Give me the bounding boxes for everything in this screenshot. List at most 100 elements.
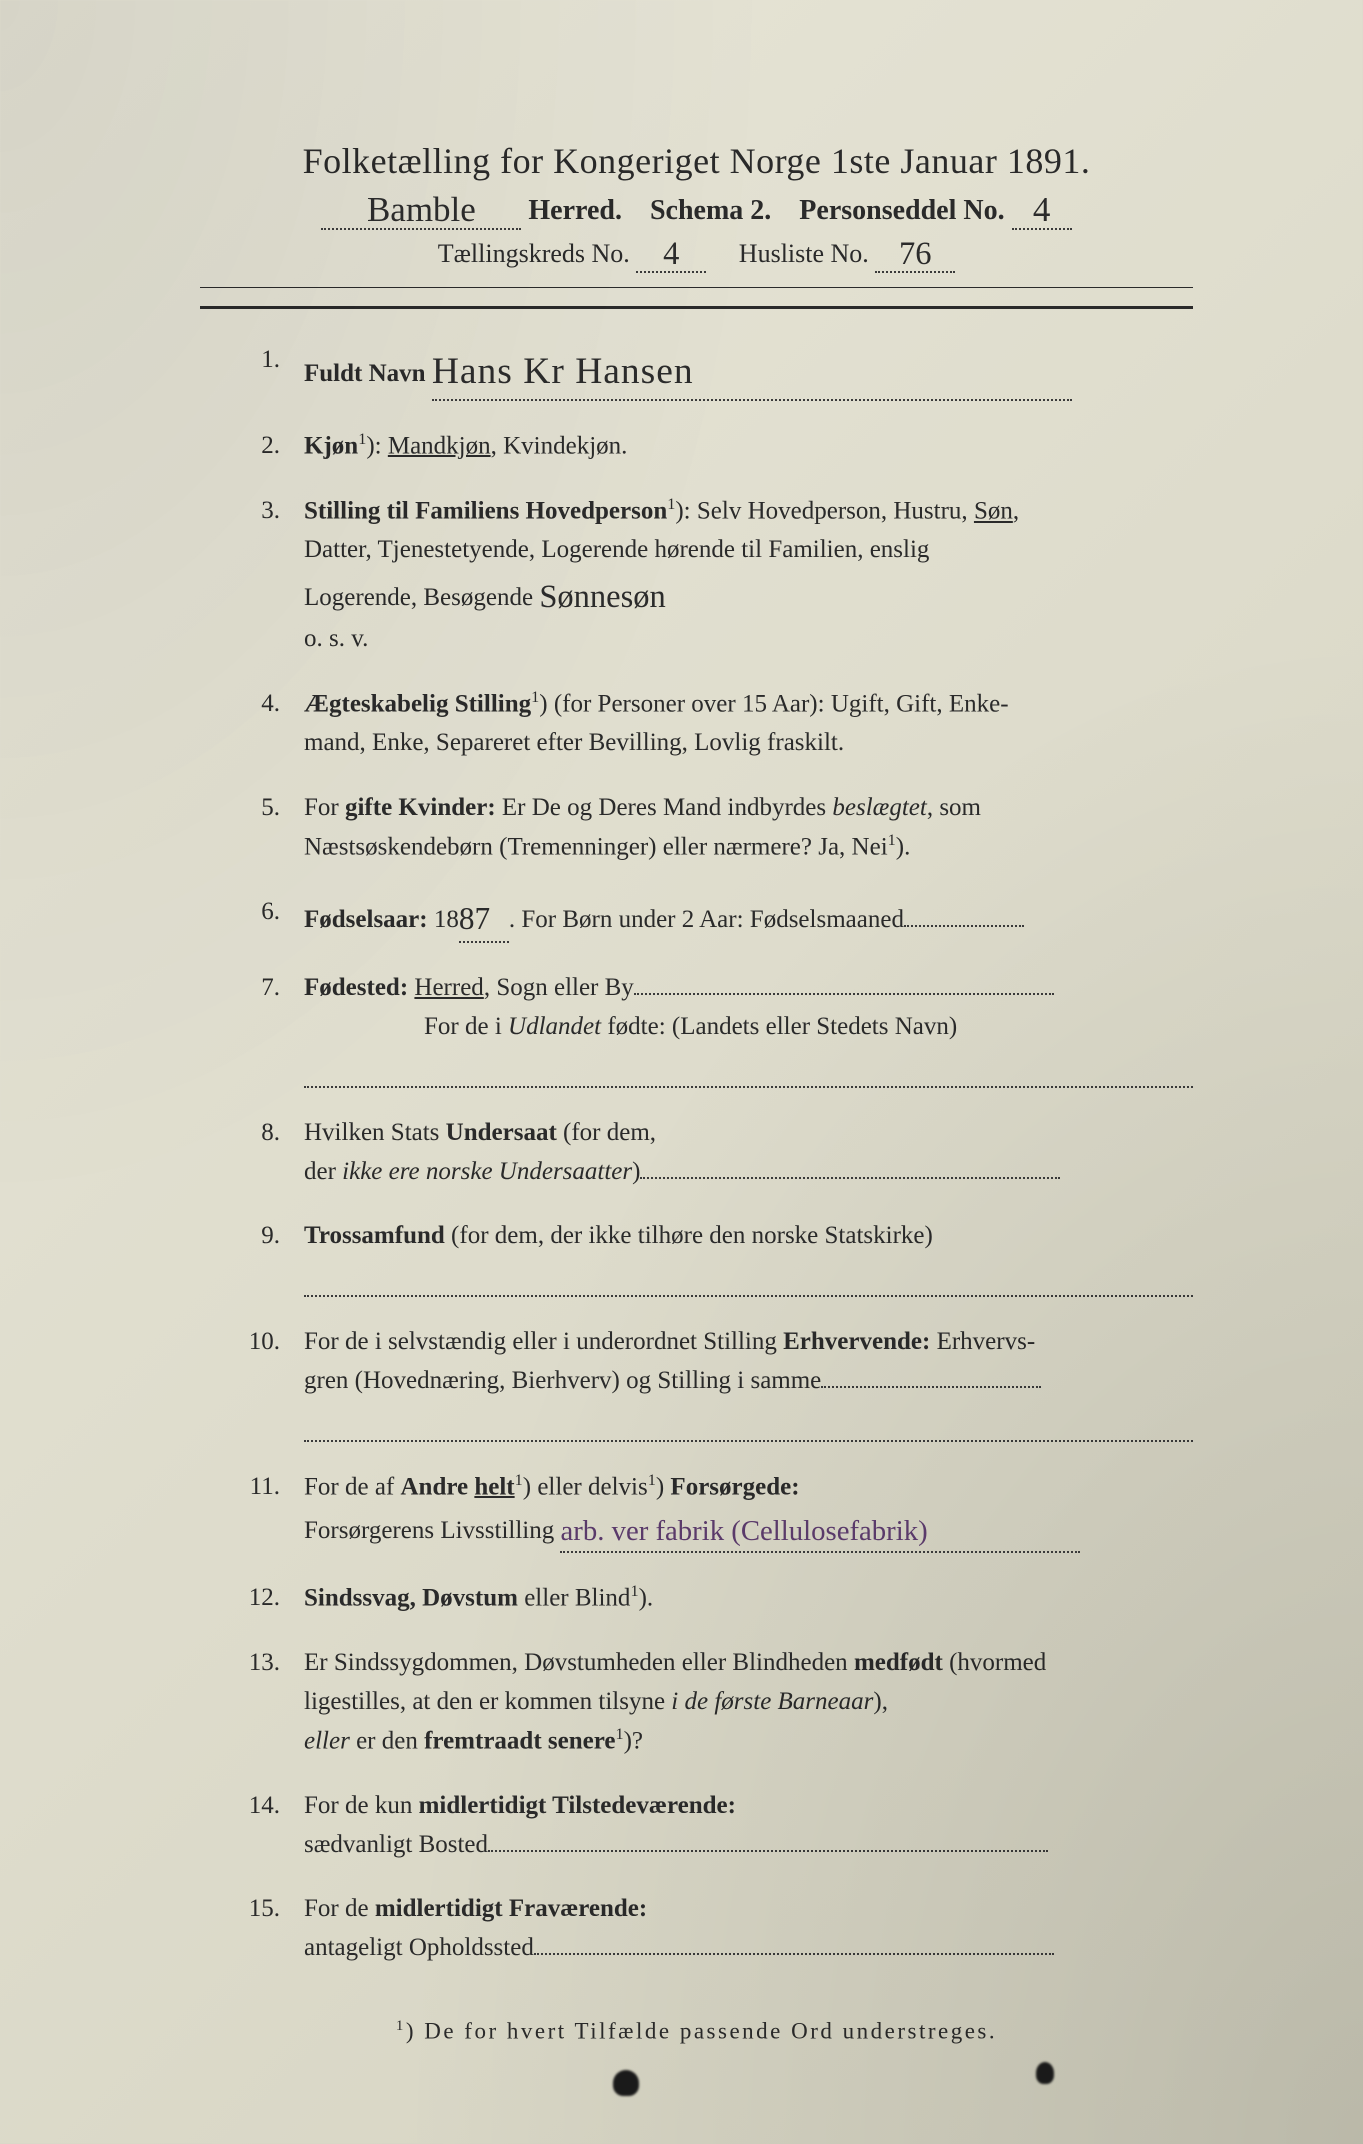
text: er den — [350, 1727, 424, 1754]
name-field: Hans Kr Hansen — [432, 341, 1072, 401]
item-body: For de kun midlertidigt Tilstedeværende:… — [304, 1787, 1193, 1865]
item-body: Hvilken Stats Undersaat (for dem, der ik… — [304, 1114, 1193, 1192]
dotted-line — [821, 1386, 1041, 1388]
field-label: Fuldt Navn — [304, 360, 426, 387]
text: For de — [304, 1895, 375, 1922]
husliste-value: 76 — [899, 236, 932, 272]
text: der — [304, 1158, 342, 1185]
text: ). — [896, 833, 911, 860]
text: ) — [656, 1473, 671, 1500]
page-title: Folketælling for Kongeriget Norge 1ste J… — [160, 140, 1233, 182]
field-label: midlertidigt Tilstedeværende: — [419, 1792, 736, 1819]
item-6: 6. Fødselsaar: 1887. For Børn under 2 Aa… — [220, 893, 1193, 943]
text: ). — [639, 1584, 654, 1611]
italic-text: i de første Barneaar — [671, 1688, 873, 1715]
item-body: Ægteskabelig Stilling1) (for Personer ov… — [304, 685, 1193, 763]
field-label: Trossamfund — [304, 1222, 445, 1249]
item-body: Stilling til Familiens Hovedperson1): Se… — [304, 492, 1193, 659]
item-body: Trossamfund (for dem, der ikke tilhøre d… — [304, 1217, 1193, 1297]
item-body: Sindssvag, Døvstum eller Blind1). — [304, 1579, 1193, 1618]
text: Forsørgerens Livsstilling — [304, 1517, 554, 1544]
item-1: 1. Fuldt Navn Hans Kr Hansen — [220, 341, 1193, 401]
dotted-line — [634, 993, 1054, 995]
item-number: 2. — [220, 427, 304, 466]
field-label: gifte Kvinder: — [345, 794, 496, 821]
personseddel-field: 4 — [1012, 188, 1072, 230]
year-field: 87 — [459, 893, 509, 943]
item-body: For gifte Kvinder: Er De og Deres Mand i… — [304, 789, 1193, 867]
text: (for dem, der ikke tilhøre den norske St… — [445, 1222, 933, 1249]
text: . For Børn under 2 Aar: Fødselsmaaned — [509, 906, 904, 933]
item-12: 12. Sindssvag, Døvstum eller Blind1). — [220, 1579, 1193, 1618]
italic-text: eller — [304, 1727, 350, 1754]
item-number: 9. — [220, 1217, 304, 1256]
field-label: midlertidigt Fraværende: — [375, 1895, 647, 1922]
text: , som — [927, 794, 981, 821]
dotted-line — [304, 1405, 1193, 1442]
footnote: 1) De for hvert Tilfælde passende Ord un… — [160, 2018, 1233, 2045]
item-2: 2. Kjøn1): Mandkjøn, Kvindekjøn. — [220, 427, 1193, 466]
selected-option: Herred — [414, 974, 483, 1001]
text: ligestilles, at den er kommen tilsyne — [304, 1688, 671, 1715]
item-body: Kjøn1): Mandkjøn, Kvindekjøn. — [304, 427, 1193, 466]
text: For de i selvstændig eller i underordnet… — [304, 1328, 783, 1355]
dotted-line — [904, 925, 1024, 927]
item-number: 13. — [220, 1644, 304, 1683]
text: antageligt Opholdssted — [304, 1934, 534, 1961]
divider — [200, 287, 1193, 288]
field-label: Sindssvag, Døvstum — [304, 1584, 518, 1611]
footnote-ref: 1 — [648, 1471, 656, 1489]
text: ) (for Personer over 15 Aar): Ugift, Gif… — [539, 690, 1008, 717]
footnote-ref: 1 — [888, 831, 896, 849]
page-damage — [1036, 2062, 1054, 2084]
husliste-field: 76 — [875, 234, 955, 273]
item-number: 10. — [220, 1323, 304, 1362]
item-11: 11. For de af Andre helt1) eller delvis1… — [220, 1468, 1193, 1554]
year-prefix: 18 — [428, 906, 459, 933]
label: fremtraadt senere — [424, 1727, 615, 1754]
footnote-marker: 1 — [396, 2018, 406, 2034]
text: For de kun — [304, 1792, 419, 1819]
dotted-line — [640, 1177, 1060, 1179]
text: fødte: (Landets eller Stedets Navn) — [601, 1013, 957, 1040]
text: gren (Hovednæring, Bierhverv) og Stillin… — [304, 1367, 821, 1394]
text: ): — [366, 432, 388, 459]
text: eller Blind — [518, 1584, 630, 1611]
label: Andre — [401, 1473, 469, 1500]
text: (hvormed — [943, 1649, 1046, 1676]
page-damage — [613, 2070, 639, 2096]
text: (for dem, — [557, 1119, 656, 1146]
text: o. s. v. — [304, 625, 368, 652]
item-body: Fødested: Herred, Sogn eller By For de i… — [304, 969, 1193, 1088]
item-number: 3. — [220, 492, 304, 531]
footnote-text: ) De for hvert Tilfælde passende Ord und… — [406, 2018, 997, 2043]
selected-option: Søn — [974, 498, 1013, 525]
item-number: 15. — [220, 1890, 304, 1929]
divider-thick — [200, 306, 1193, 309]
schema-label: Schema 2. — [650, 195, 771, 226]
field-label: Stilling til Familiens Hovedperson — [304, 498, 667, 525]
item-number: 14. — [220, 1787, 304, 1826]
item-number: 4. — [220, 685, 304, 724]
field-label: Fødselsaar: — [304, 906, 428, 933]
item-10: 10. For de i selvstændig eller i underor… — [220, 1323, 1193, 1442]
text: sædvanligt Bosted — [304, 1831, 488, 1858]
item-5: 5. For gifte Kvinder: Er De og Deres Man… — [220, 789, 1193, 867]
item-7: 7. Fødested: Herred, Sogn eller By For d… — [220, 969, 1193, 1088]
footnote-ref: 1 — [615, 1725, 623, 1743]
dotted-line — [488, 1850, 1048, 1852]
label: helt — [474, 1473, 514, 1500]
handwritten-value: arb. ver fabrik (Cellulosefabrik) — [560, 1515, 927, 1547]
italic-text: Udlandet — [508, 1013, 601, 1040]
item-9: 9. Trossamfund (for dem, der ikke tilhør… — [220, 1217, 1193, 1297]
item-body: For de midlertidigt Fraværende: antageli… — [304, 1890, 1193, 1968]
text: ) — [632, 1158, 640, 1185]
italic-text: ikke ere norske Undersaatter — [342, 1158, 632, 1185]
dotted-line — [304, 1051, 1193, 1088]
taellingskreds-field: 4 — [636, 234, 706, 273]
field-label: Ægteskabelig Stilling — [304, 690, 531, 717]
form-items: 1. Fuldt Navn Hans Kr Hansen 2. Kjøn1): … — [220, 341, 1193, 1968]
text: For de af — [304, 1473, 401, 1500]
livsstilling-field: arb. ver fabrik (Cellulosefabrik) — [560, 1507, 1080, 1554]
item-body: Fødselsaar: 1887. For Børn under 2 Aar: … — [304, 893, 1193, 943]
